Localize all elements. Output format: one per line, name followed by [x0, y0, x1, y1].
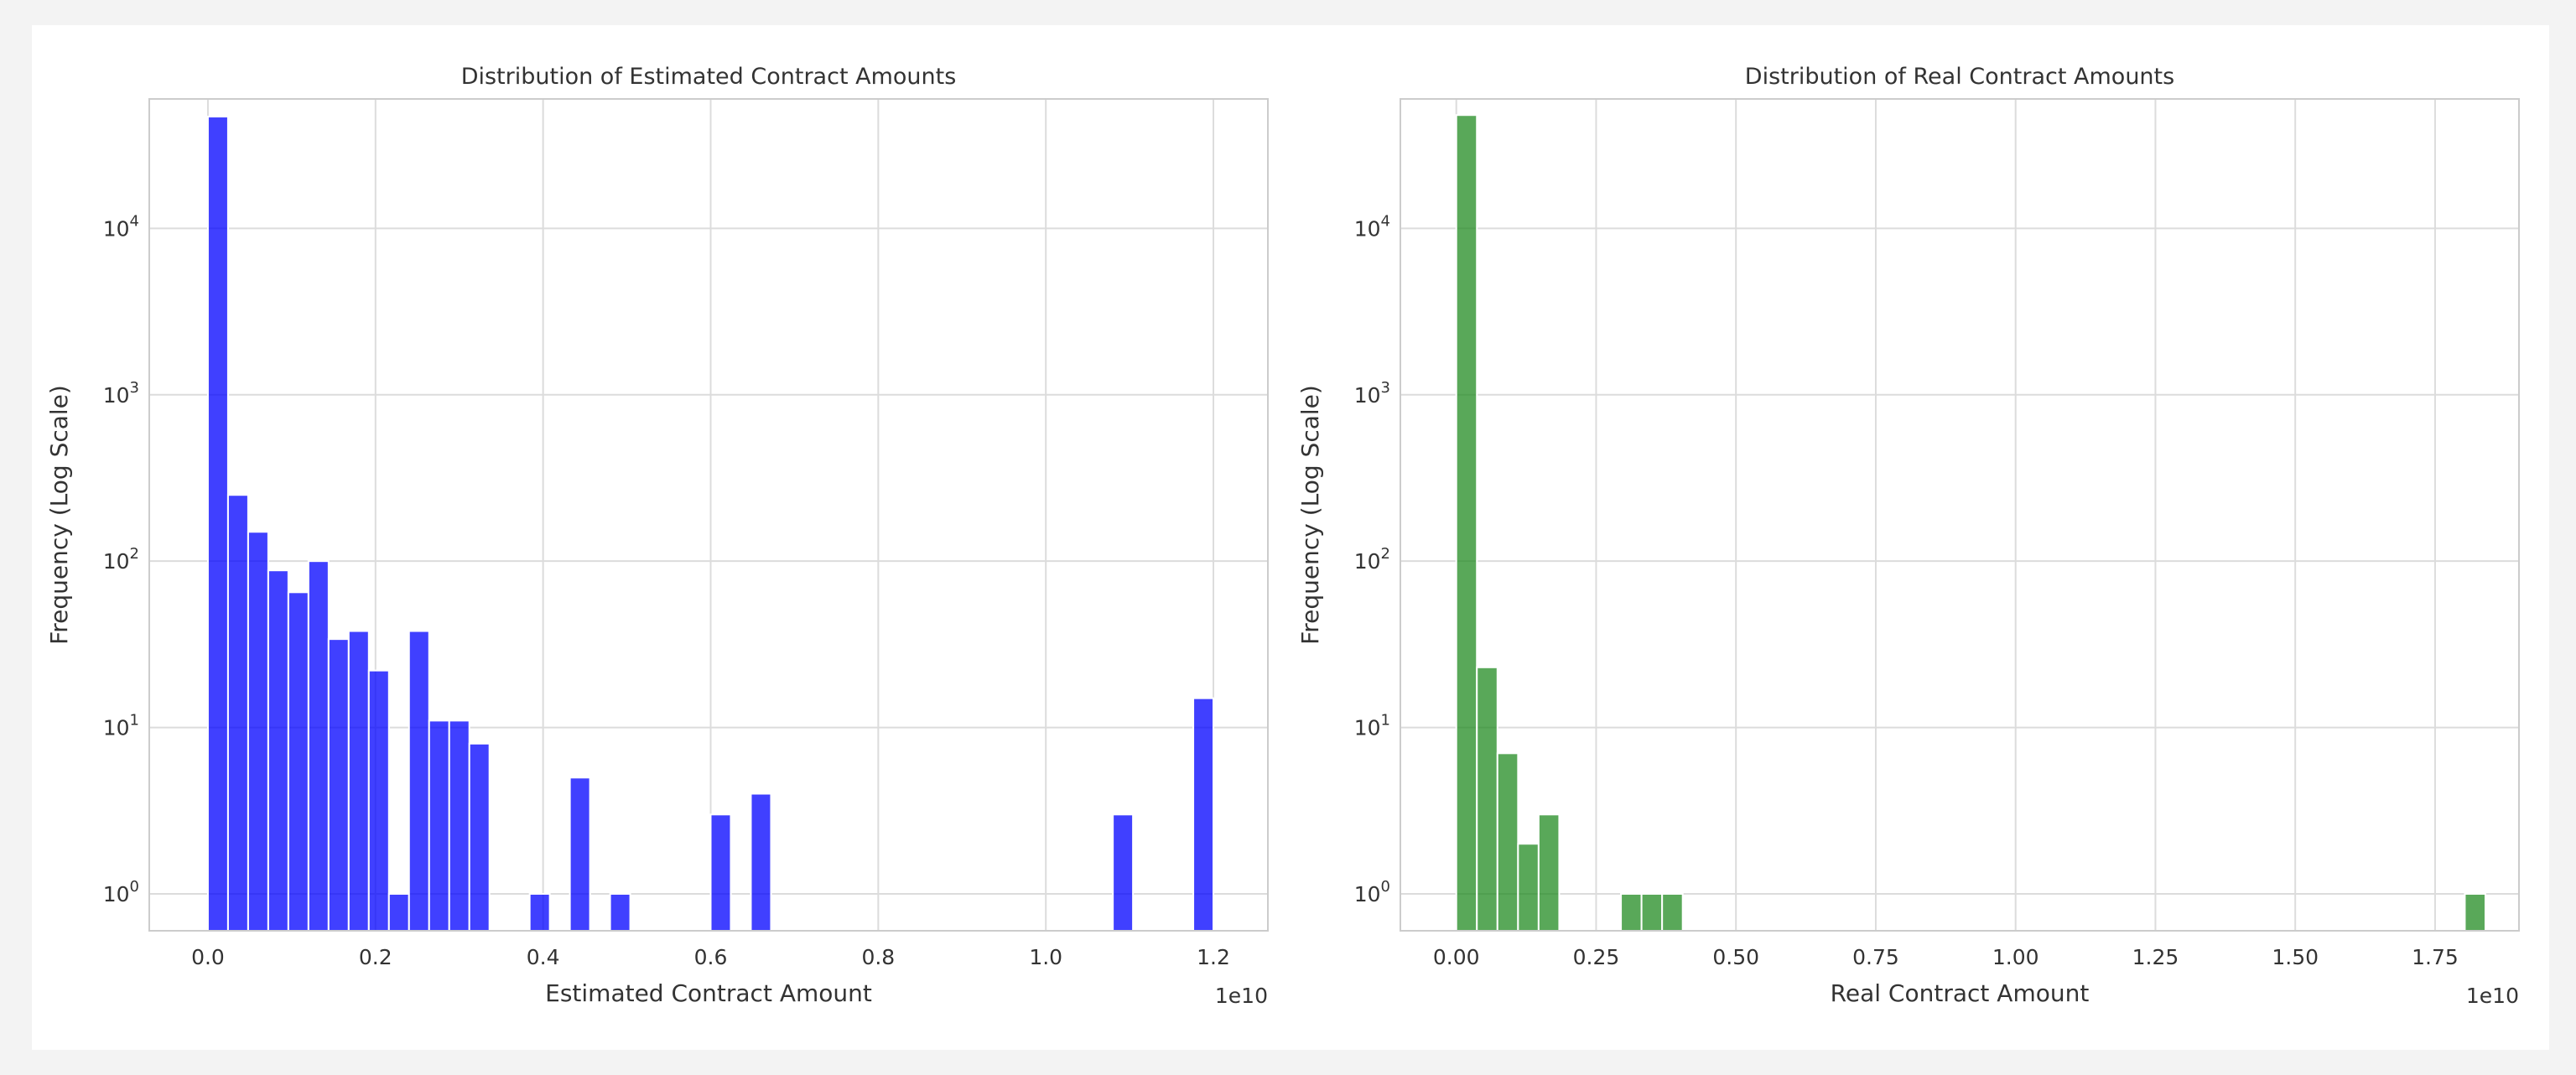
right-histogram-bar — [1640, 892, 1664, 932]
figure-frame: Distribution of Estimated Contract Amoun… — [32, 25, 2549, 1050]
left-x-tick-label: 0.8 — [861, 945, 895, 969]
left-histogram-bar — [226, 494, 249, 932]
right-x-tick-label: 1.00 — [1992, 945, 2039, 969]
left-x-tick-label: 1.2 — [1197, 945, 1230, 969]
left-histogram-bar — [367, 669, 390, 932]
left-histogram-bar — [206, 116, 229, 932]
right-chart: Distribution of Real Contract Amounts 0.0… — [1296, 64, 2520, 1008]
left-x-tick-label: 0.2 — [359, 945, 392, 969]
left-axes-frame — [148, 98, 1269, 932]
right-axes-frame — [1400, 98, 2520, 932]
right-chart-title: Distribution of Real Contract Amounts — [1745, 64, 2174, 90]
right-y-axis-label: Frequency (Log Scale) — [1296, 385, 1324, 645]
left-histogram-bar — [267, 569, 289, 932]
right-histogram-bar — [1517, 843, 1540, 932]
left-histogram-bar — [609, 892, 631, 932]
right-histogram-bar — [2464, 892, 2486, 932]
left-histogram-bar — [347, 630, 370, 932]
left-histogram-bar — [327, 638, 350, 932]
left-histogram-bars — [206, 116, 1215, 932]
left-histogram-bar — [287, 591, 309, 932]
right-histogram-bar — [1620, 892, 1643, 932]
left-histogram-bar — [247, 531, 269, 932]
left-histogram-bar — [750, 792, 772, 932]
right-y-tick-label: 101 — [1354, 712, 1390, 740]
left-x-offset-label: 1e10 — [1215, 984, 1268, 1008]
left-x-tick-label: 0.6 — [694, 945, 728, 969]
left-histogram-bar — [468, 742, 491, 932]
left-histogram-bar — [307, 560, 330, 932]
left-histogram-bar — [569, 776, 591, 932]
left-histogram-bar — [1192, 697, 1215, 932]
left-chart-title: Distribution of Estimated Contract Amoun… — [461, 64, 957, 90]
figure-canvas: Distribution of Estimated Contract Amoun… — [45, 64, 2520, 1008]
right-histogram-bars — [1455, 114, 2486, 932]
left-y-tick-label: 102 — [103, 545, 139, 574]
right-y-tick-label: 102 — [1354, 545, 1390, 574]
right-histogram-bar — [1537, 813, 1561, 932]
right-x-tick-label: 0.25 — [1573, 945, 1620, 969]
left-histogram-bar — [387, 892, 410, 932]
right-y-tick-label: 103 — [1354, 379, 1390, 408]
right-histogram-bar — [1455, 114, 1478, 932]
right-x-tick-label: 0.00 — [1433, 945, 1480, 969]
left-x-tick-label: 0.4 — [527, 945, 560, 969]
left-x-tick-label: 0.0 — [191, 945, 225, 969]
right-histogram-bar — [1476, 666, 1498, 932]
left-histogram-bar — [408, 630, 430, 932]
right-y-tick-label: 100 — [1354, 878, 1390, 906]
left-histogram-bar — [1112, 813, 1135, 932]
left-histogram-bar — [428, 719, 450, 932]
right-x-axis-label: Real Contract Amount — [1831, 979, 2090, 1007]
left-histogram-bar — [448, 719, 470, 932]
left-histogram-bar — [709, 813, 732, 932]
right-x-offset-label: 1e10 — [2466, 984, 2519, 1008]
right-x-tick-label: 0.50 — [1712, 945, 1759, 969]
right-x-tick-label: 1.75 — [2412, 945, 2459, 969]
left-x-axis-label: Estimated Contract Amount — [545, 979, 872, 1007]
left-y-tick-label: 103 — [103, 379, 139, 408]
right-x-tick-label: 1.50 — [2272, 945, 2319, 969]
right-y-tick-label: 104 — [1354, 212, 1390, 241]
left-y-tick-label: 101 — [103, 712, 139, 740]
right-x-tick-label: 1.25 — [2132, 945, 2179, 969]
right-histogram-bar — [1661, 892, 1684, 932]
right-histogram-bar — [1496, 752, 1519, 932]
left-x-tick-label: 1.0 — [1029, 945, 1062, 969]
left-y-axis-label: Frequency (Log Scale) — [45, 385, 73, 645]
right-x-tick-label: 0.75 — [1852, 945, 1899, 969]
left-histogram-bar — [528, 892, 551, 932]
left-chart: Distribution of Estimated Contract Amoun… — [45, 64, 1269, 1008]
left-y-tick-label: 104 — [103, 212, 139, 241]
left-y-tick-label: 100 — [103, 878, 139, 906]
